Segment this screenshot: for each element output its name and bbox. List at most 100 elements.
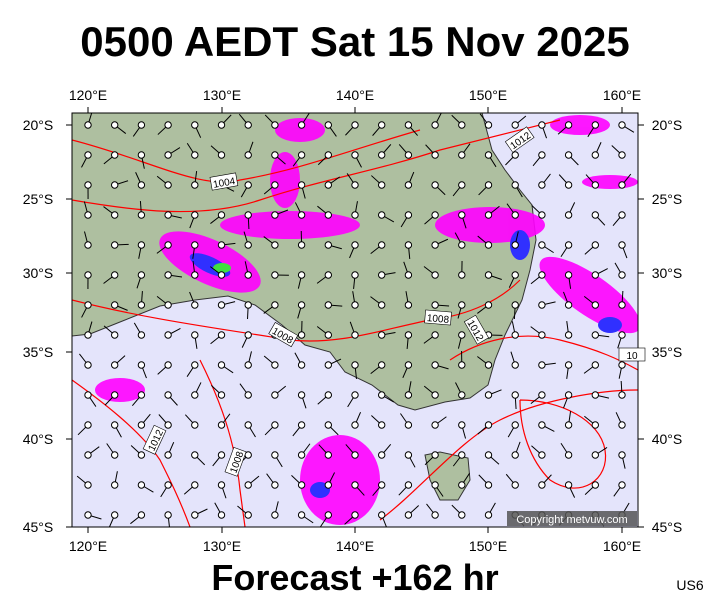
station: [618, 211, 626, 219]
station: [591, 241, 599, 249]
station: [564, 361, 573, 369]
station: [351, 511, 359, 519]
station: [84, 301, 92, 309]
station: [538, 391, 546, 399]
station: [458, 331, 466, 339]
station: [164, 481, 172, 489]
station: [564, 451, 573, 459]
station: [618, 391, 626, 399]
wind-barbs: [76, 113, 635, 527]
station: [538, 331, 546, 339]
station: [351, 181, 359, 189]
station: [84, 391, 92, 399]
station: [324, 211, 332, 219]
lon-label: 130°E: [203, 87, 241, 103]
station: [271, 301, 279, 309]
copyright: Copyright metvuw.com: [516, 514, 627, 526]
station: [84, 481, 92, 489]
lon-label: 140°E: [336, 538, 374, 554]
station: [431, 151, 439, 159]
station: [324, 151, 332, 159]
station: [591, 121, 599, 129]
station: [217, 331, 226, 339]
station: [404, 481, 413, 489]
station: [217, 391, 226, 399]
station: [378, 271, 386, 279]
station: [431, 391, 439, 399]
station: [84, 361, 92, 369]
lon-label: 160°E: [603, 538, 641, 554]
station: [431, 421, 439, 429]
station: [137, 331, 146, 339]
station: [84, 511, 92, 519]
station: [538, 481, 546, 489]
station: [484, 421, 493, 429]
lat-label: 45°S: [652, 519, 683, 535]
intense-precipitation: [213, 263, 231, 273]
station: [137, 391, 146, 399]
station: [137, 481, 146, 489]
station: [164, 181, 172, 189]
station: [431, 271, 439, 279]
station: [351, 121, 359, 129]
station: [538, 181, 546, 189]
station: [618, 271, 626, 279]
station: [324, 511, 332, 519]
station: [431, 451, 439, 459]
station: [404, 301, 413, 309]
isobar-label: 10: [618, 347, 646, 362]
isobar-label-box: [142, 424, 167, 455]
station: [591, 151, 599, 159]
station: [84, 271, 92, 279]
station: [591, 271, 599, 279]
station: [538, 241, 546, 249]
station: [137, 241, 146, 249]
station: [378, 151, 386, 159]
station: [618, 361, 626, 369]
station: [511, 241, 519, 249]
station: [511, 421, 519, 429]
station: [244, 121, 252, 129]
station: [324, 451, 332, 459]
station: [351, 361, 359, 369]
station: [164, 271, 172, 279]
station: [618, 451, 626, 459]
station: [297, 361, 306, 369]
station: [458, 361, 466, 369]
lon-label: 150°E: [469, 87, 507, 103]
station: [458, 151, 466, 159]
station: [351, 241, 359, 249]
station: [351, 331, 359, 339]
labels: 120°E 120°E 130°E 130°E 140°E 140°E 150°E 150°E…: [23, 87, 683, 554]
station: [324, 481, 332, 489]
station: [404, 181, 413, 189]
station: [431, 211, 439, 219]
station: [164, 451, 172, 459]
lon-label: 130°E: [203, 538, 241, 554]
station: [297, 151, 306, 159]
lon-label: 160°E: [603, 87, 641, 103]
station: [618, 241, 626, 249]
station: [84, 151, 92, 159]
station: [431, 181, 439, 189]
station: [484, 301, 493, 309]
lon-label: 120°E: [69, 87, 107, 103]
station: [378, 391, 386, 399]
station: [484, 451, 493, 459]
station: [271, 481, 279, 489]
australia: [72, 113, 537, 411]
station: [191, 271, 199, 279]
station: [538, 421, 546, 429]
station: [538, 211, 546, 219]
station: [458, 121, 466, 129]
station: [404, 121, 413, 129]
station: [111, 511, 119, 519]
station: [458, 511, 466, 519]
station: [431, 331, 439, 339]
station: [618, 331, 626, 339]
station: [458, 391, 466, 399]
station: [511, 331, 519, 339]
station: [111, 211, 119, 219]
lat-label: 35°S: [652, 344, 683, 360]
station: [458, 301, 466, 309]
